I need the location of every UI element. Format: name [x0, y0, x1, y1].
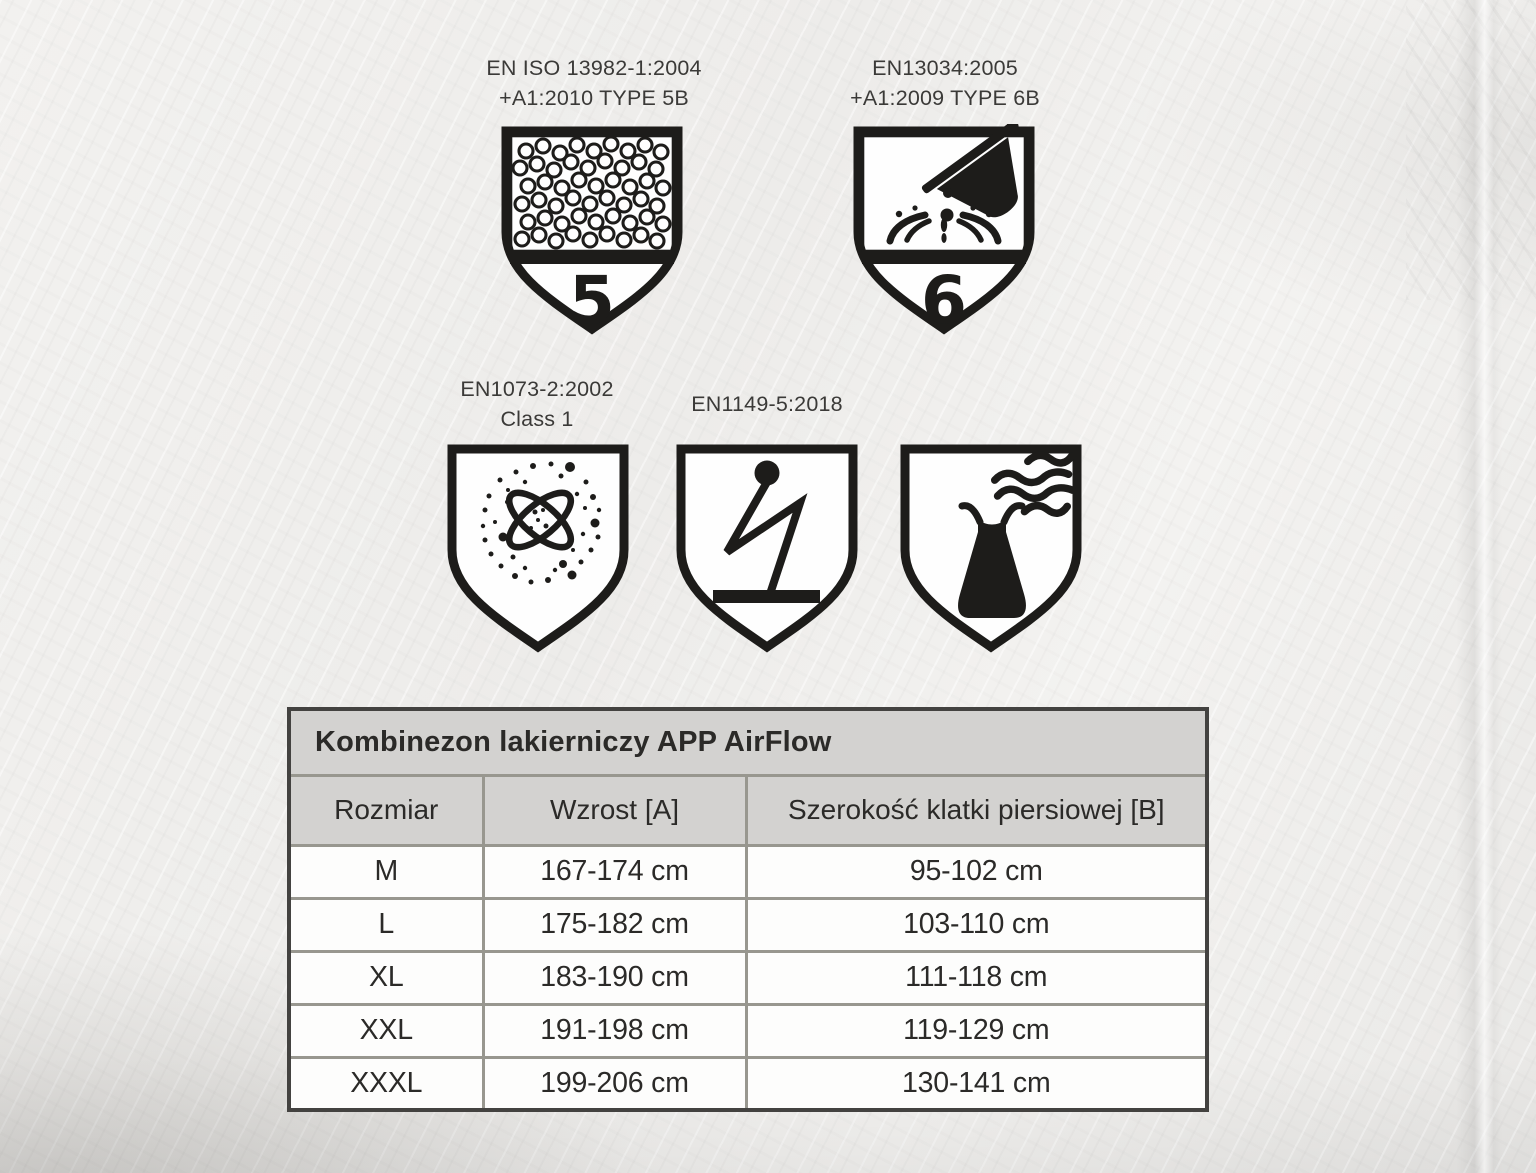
fabric-fold-texture — [1406, 0, 1536, 300]
chest-cell: 103-110 cm — [744, 896, 1209, 953]
liquid-splash-type6-shield-icon: 6 — [853, 124, 1035, 336]
height-cell: 175-182 cm — [481, 896, 748, 953]
cert-label-radioactive: EN1073-2:2002 Class 1 — [387, 374, 687, 434]
cert-label-line: EN1073-2:2002 — [460, 377, 614, 401]
size-table-header-row: Rozmiar Wzrost [A] Szerokość klatki pier… — [287, 773, 1209, 847]
protection-type-number: 5 — [569, 262, 615, 336]
chest-cell: 95-102 cm — [744, 843, 1209, 900]
radioactive-particles-shield-icon — [447, 444, 629, 653]
height-cell: 167-174 cm — [481, 843, 748, 900]
size-cell: XXXL — [287, 1055, 485, 1112]
cert-label-line: EN ISO 13982-1:2004 — [486, 56, 702, 80]
size-table: Kombinezon lakierniczy APP AirFlow Rozmi… — [287, 707, 1210, 1112]
height-cell: 183-190 cm — [481, 949, 748, 1006]
protection-type-number: 6 — [921, 262, 967, 336]
cert-label-line: EN1149-5:2018 — [691, 392, 843, 416]
chemical-vapour-flask-shield-icon — [900, 444, 1082, 653]
chest-cell: 119-129 cm — [744, 1002, 1209, 1059]
size-cell: XL — [287, 949, 485, 1006]
column-header-chest: Szerokość klatki piersiowej [B] — [744, 773, 1209, 847]
cert-label-electrostatic: EN1149-5:2018 — [617, 389, 917, 419]
fabric-seam-texture — [1456, 0, 1502, 1173]
table-row: XXL 191-198 cm 119-129 cm — [287, 1002, 1209, 1059]
chest-cell: 111-118 cm — [744, 949, 1209, 1006]
size-cell: XXL — [287, 1002, 485, 1059]
cert-label-line: +A1:2010 TYPE 5B — [499, 86, 689, 110]
cert-label-type5: EN ISO 13982-1:2004 +A1:2010 TYPE 5B — [444, 53, 744, 113]
column-header-size: Rozmiar — [287, 773, 485, 847]
size-cell: L — [287, 896, 485, 953]
cert-label-line: +A1:2009 TYPE 6B — [850, 86, 1040, 110]
dry-particles-type5-shield-icon: 5 — [501, 126, 683, 336]
table-row: XXXL 199-206 cm 130-141 cm — [287, 1055, 1209, 1112]
height-cell: 191-198 cm — [481, 1002, 748, 1059]
electrostatic-shield-icon — [676, 444, 858, 653]
column-header-height: Wzrost [A] — [481, 773, 748, 847]
height-cell: 199-206 cm — [481, 1055, 748, 1112]
cert-label-line: EN13034:2005 — [872, 56, 1018, 80]
table-row: M 167-174 cm 95-102 cm — [287, 843, 1209, 900]
size-table-title-row: Kombinezon lakierniczy APP AirFlow — [287, 707, 1209, 777]
table-row: XL 183-190 cm 111-118 cm — [287, 949, 1209, 1006]
size-table-title: Kombinezon lakierniczy APP AirFlow — [287, 707, 1209, 777]
cert-label-line: Class 1 — [500, 407, 574, 431]
chest-cell: 130-141 cm — [744, 1055, 1209, 1112]
table-row: L 175-182 cm 103-110 cm — [287, 896, 1209, 953]
size-cell: M — [287, 843, 485, 900]
cert-label-type6: EN13034:2005 +A1:2009 TYPE 6B — [795, 53, 1095, 113]
